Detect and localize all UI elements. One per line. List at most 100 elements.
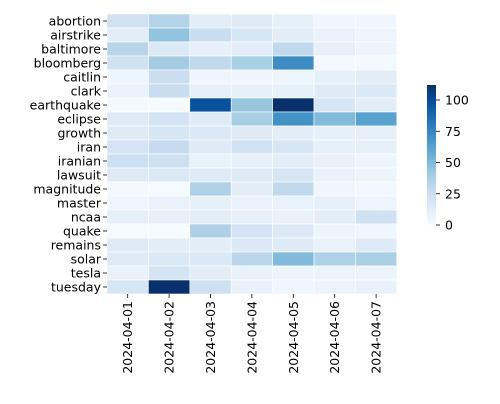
heatmap-cell <box>148 265 191 281</box>
heatmap-cell <box>230 209 273 225</box>
heatmap-cell <box>230 13 273 29</box>
heatmap-cell <box>355 195 398 211</box>
heatmap-cell <box>355 167 398 183</box>
heatmap-cell <box>106 55 149 71</box>
heatmap-cell <box>355 111 398 127</box>
heatmap-cell <box>106 209 149 225</box>
heatmap-cells <box>106 13 398 295</box>
heatmap-cell <box>355 153 398 169</box>
heatmap-cell <box>148 237 191 253</box>
heatmap-cell <box>189 13 232 29</box>
heatmap-cell <box>313 83 356 99</box>
heatmap-cell <box>148 97 191 113</box>
heatmap-cell <box>272 237 315 253</box>
heatmap-cell <box>272 41 315 57</box>
heatmap-cell <box>148 69 191 85</box>
colorbar: 0 25 50 75 100 <box>427 85 469 233</box>
heatmap-cell <box>313 195 356 211</box>
heatmap-cell <box>189 83 232 99</box>
y-tick-label: magnitude <box>33 182 101 197</box>
heatmap-cell <box>355 181 398 197</box>
heatmap-cell <box>189 69 232 85</box>
heatmap-cell <box>272 279 315 295</box>
heatmap-cell <box>313 237 356 253</box>
heatmap-cell <box>106 237 149 253</box>
heatmap-cell <box>355 125 398 141</box>
heatmap-cell <box>189 195 232 211</box>
heatmap-cell <box>148 223 191 239</box>
heatmap-cell <box>313 111 356 127</box>
heatmap-cell <box>106 251 149 267</box>
heatmap-cell <box>148 111 191 127</box>
y-tick-label: caitlin <box>63 70 101 85</box>
heatmap-cell <box>189 41 232 57</box>
heatmap-cell <box>355 251 398 267</box>
heatmap-cell <box>313 153 356 169</box>
x-tick-label: 2024-04-03 <box>203 301 218 374</box>
heatmap-cell <box>106 265 149 281</box>
colorbar-tick-label: 100 <box>445 93 469 108</box>
heatmap-cell <box>106 125 149 141</box>
heatmap-cell <box>313 125 356 141</box>
heatmap-cell <box>230 83 273 99</box>
x-tick-label: 2024-04-06 <box>327 301 342 374</box>
colorbar-tick-label: 50 <box>445 155 461 170</box>
x-tick-label: 2024-04-04 <box>244 301 259 374</box>
heatmap-cell <box>355 139 398 155</box>
heatmap-cell <box>106 167 149 183</box>
y-tick-label: growth <box>58 126 102 141</box>
y-tick-label: airstrike <box>50 28 101 43</box>
heatmap-cell <box>230 265 273 281</box>
heatmap-cell <box>355 83 398 99</box>
heatmap-cell <box>313 139 356 155</box>
heatmap-cell <box>272 223 315 239</box>
heatmap-cell <box>148 83 191 99</box>
heatmap-cell <box>189 97 232 113</box>
heatmap-cell <box>230 167 273 183</box>
heatmap-cell <box>189 111 232 127</box>
heatmap-cell <box>148 27 191 43</box>
x-tick-label: 2024-04-07 <box>369 301 384 374</box>
y-tick-label: eclipse <box>57 112 101 127</box>
y-tick-label: clark <box>71 84 102 99</box>
heatmap-cell <box>106 139 149 155</box>
heatmap-cell <box>148 209 191 225</box>
heatmap-cell <box>106 97 149 113</box>
heatmap-cell <box>313 97 356 113</box>
heatmap-cell <box>230 153 273 169</box>
colorbar-gradient <box>427 85 436 225</box>
heatmap-cell <box>189 139 232 155</box>
y-tick-label: baltimore <box>41 42 101 57</box>
heatmap-cell <box>106 111 149 127</box>
colorbar-tick-label: 75 <box>445 124 461 139</box>
x-tick-label: 2024-04-01 <box>120 301 135 374</box>
heatmap-cell <box>189 27 232 43</box>
heatmap-cell <box>313 209 356 225</box>
heatmap-cell <box>272 265 315 281</box>
heatmap-cell <box>313 27 356 43</box>
heatmap-cell <box>189 153 232 169</box>
heatmap-cell <box>272 209 315 225</box>
heatmap-cell <box>355 279 398 295</box>
heatmap-cell <box>189 237 232 253</box>
heatmap-cell <box>272 251 315 267</box>
heatmap-cell <box>230 27 273 43</box>
heatmap-cell <box>313 41 356 57</box>
heatmap-cell <box>313 69 356 85</box>
heatmap-cell <box>189 55 232 71</box>
heatmap-cell <box>106 69 149 85</box>
y-tick-label: lawsuit <box>57 168 101 183</box>
heatmap-cell <box>272 195 315 211</box>
y-tick-label: ncaa <box>71 210 101 225</box>
heatmap-cell <box>106 195 149 211</box>
heatmap-cell <box>313 279 356 295</box>
heatmap-cell <box>106 41 149 57</box>
heatmap-cell <box>106 27 149 43</box>
heatmap-cell <box>230 97 273 113</box>
heatmap-cell <box>148 181 191 197</box>
heatmap-cell <box>106 153 149 169</box>
y-tick-label: iran <box>77 140 101 155</box>
heatmap-cell <box>189 223 232 239</box>
heatmap-cell <box>106 13 149 29</box>
